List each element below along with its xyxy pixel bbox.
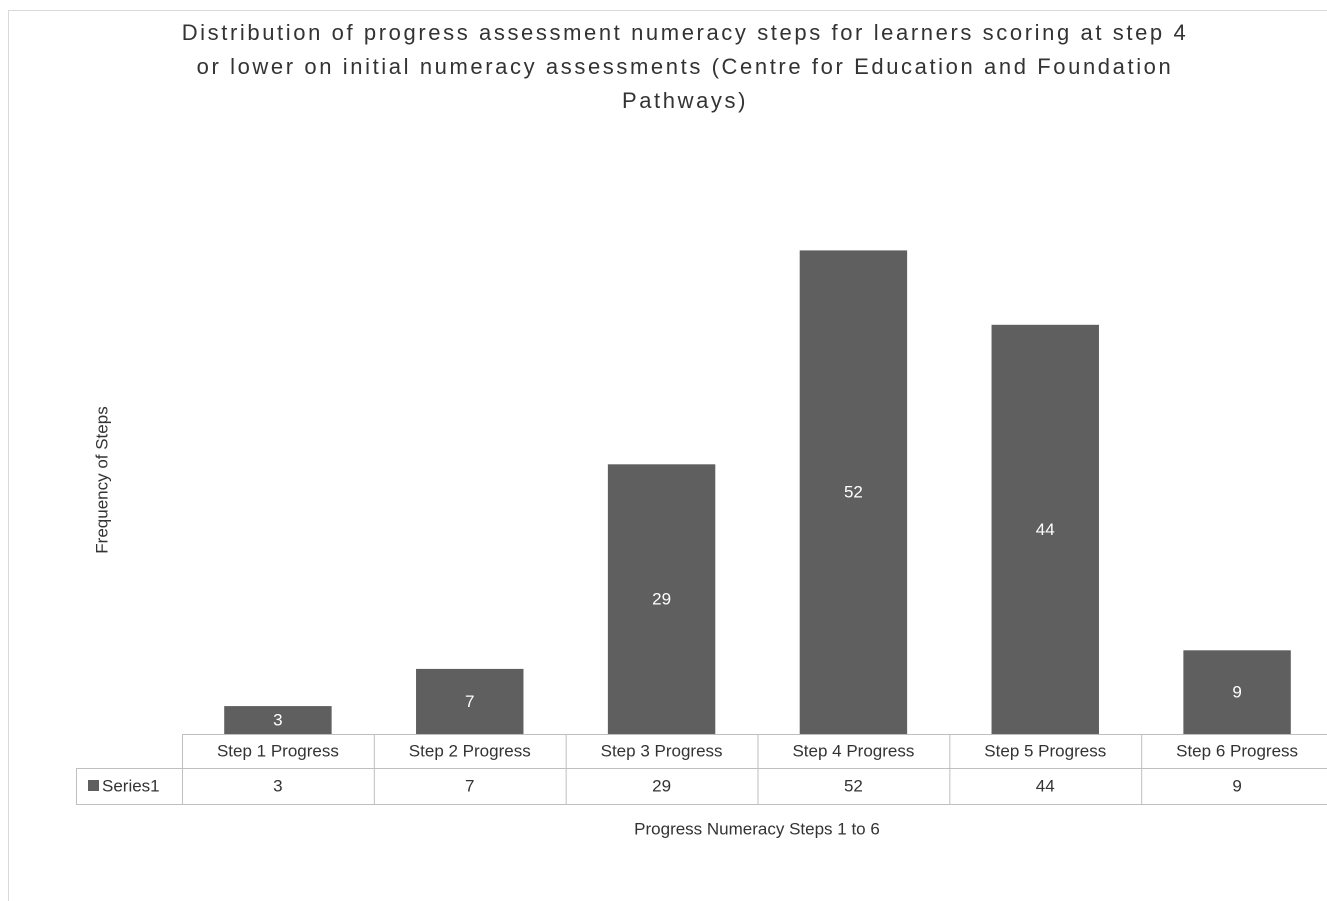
x-tick-label: Step 2 Progress [409, 741, 531, 760]
chart-frame [8, 10, 1327, 901]
table-value: 44 [1036, 776, 1055, 795]
x-tick-label: Step 1 Progress [217, 741, 339, 760]
table-value: 9 [1232, 776, 1241, 795]
bar [799, 250, 908, 734]
data-label: 29 [652, 590, 671, 609]
x-tick-label: Step 5 Progress [984, 741, 1106, 760]
table-value: 52 [844, 776, 863, 795]
bar [607, 464, 716, 734]
data-label: 3 [273, 711, 282, 730]
data-label: 52 [844, 483, 863, 502]
table-value: 7 [465, 776, 474, 795]
bar [991, 324, 1099, 734]
legend-key [88, 780, 99, 791]
x-tick-label: Step 3 Progress [601, 741, 723, 760]
data-label: 9 [1232, 683, 1241, 702]
x-tick-label: Step 4 Progress [792, 741, 914, 760]
bar [1183, 650, 1291, 734]
table-value: 29 [652, 776, 671, 795]
bar [224, 706, 332, 734]
legend-label: Series1 [102, 776, 160, 795]
y-axis-title: Frequency of Steps [92, 406, 111, 553]
x-tick-label: Step 6 Progress [1176, 741, 1298, 760]
bar [416, 668, 524, 734]
x-axis-title: Progress Numeracy Steps 1 to 6 [634, 819, 880, 838]
data-label: 44 [1036, 520, 1055, 539]
chart-title: Distribution of progress assessment nume… [181, 20, 1189, 113]
data-label: 7 [465, 692, 474, 711]
table-value: 3 [273, 776, 282, 795]
